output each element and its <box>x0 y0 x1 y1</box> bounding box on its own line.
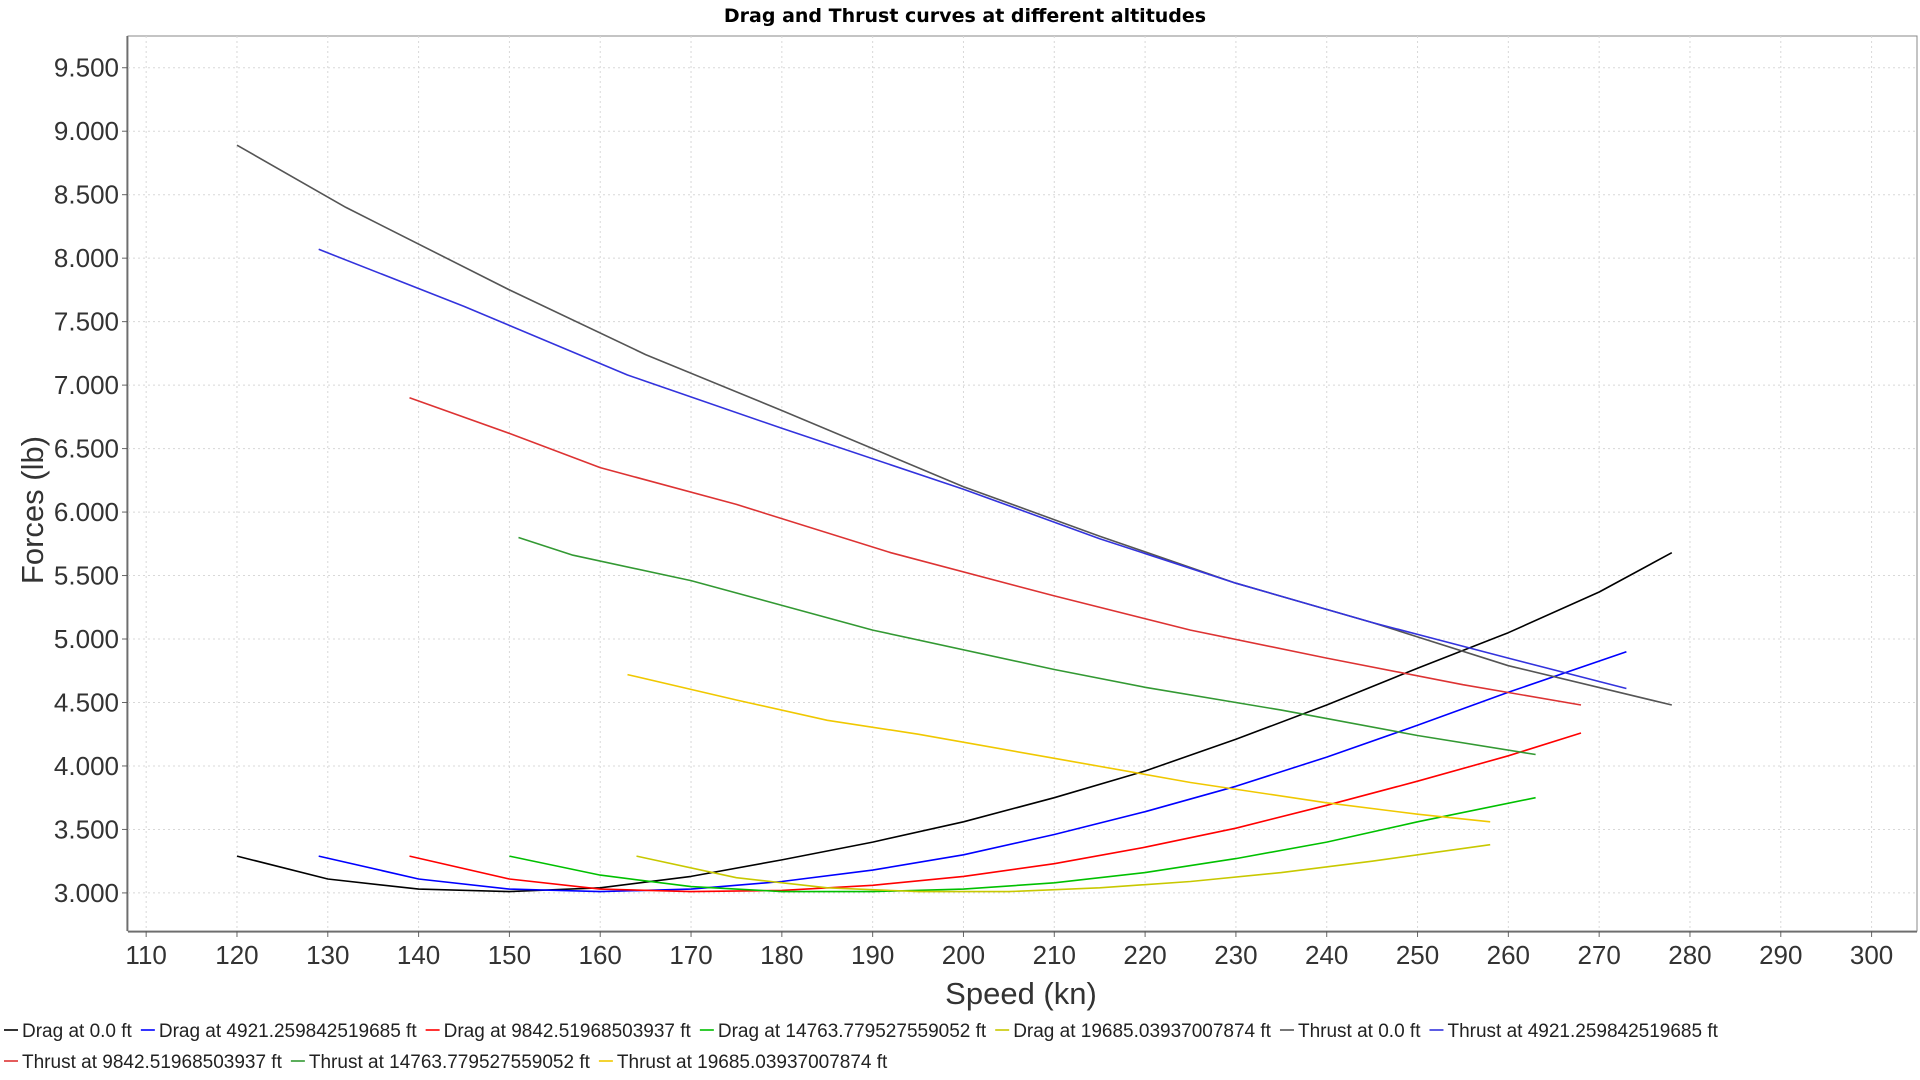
legend-item[interactable]: Thrust at 4921.259842519685 ft <box>1429 1021 1719 1042</box>
series-line-thrust-at-0-0-ft <box>236 144 1672 706</box>
legend-label: Drag at 9842.51968503937 ft <box>444 1021 692 1042</box>
x-tick-label: 160 <box>579 940 622 970</box>
y-tick-label: 3.000 <box>54 878 119 908</box>
y-tick-label: 5.500 <box>54 561 119 591</box>
legend: Drag at 0.0 ft Drag at 4921.259842519685 … <box>4 1021 1719 1073</box>
x-tick-label: 140 <box>397 940 440 970</box>
x-tick-label: 190 <box>851 940 894 970</box>
legend-item[interactable]: Drag at 0.0 ft <box>4 1021 133 1042</box>
x-tick-label: 280 <box>1668 940 1711 970</box>
grid <box>128 36 1917 931</box>
series-line-thrust-at-14763-779527559052-ft <box>518 536 1536 756</box>
legend-item[interactable]: Thrust at 9842.51968503937 ft <box>4 1052 283 1073</box>
x-axis-label: Speed (kn) <box>945 976 1097 1011</box>
series-line-drag-at-0-0-ft <box>236 551 1673 893</box>
series-layer <box>236 144 1673 893</box>
y-tick-label: 4.000 <box>54 751 119 781</box>
x-tick-label: 220 <box>1123 940 1166 970</box>
legend-item[interactable]: Drag at 4921.259842519685 ft <box>140 1021 417 1042</box>
legend-label: Thrust at 9842.51968503937 ft <box>22 1052 283 1073</box>
y-axis-label: Forces (lb) <box>15 436 50 584</box>
x-tick-label: 180 <box>760 940 803 970</box>
x-tick-label: 240 <box>1305 940 1348 970</box>
y-tick-label: 8.500 <box>54 180 119 210</box>
x-tick-label: 270 <box>1577 940 1620 970</box>
y-tick-label: 6.500 <box>54 434 119 464</box>
x-tick-label: 250 <box>1396 940 1439 970</box>
legend-item[interactable]: Thrust at 0.0 ft <box>1279 1021 1421 1042</box>
legend-item[interactable]: Thrust at 19685.03937007874 ft <box>598 1052 888 1073</box>
series-line-drag-at-19685-03937007874-ft <box>636 843 1491 893</box>
y-tick-label: 7.500 <box>54 307 119 337</box>
legend-label: Thrust at 14763.779527559052 ft <box>309 1052 591 1073</box>
series-line-thrust-at-4921-259842519685-ft <box>318 248 1627 690</box>
plot-area <box>127 35 1918 932</box>
series-line-thrust-at-19685-03937007874-ft <box>627 673 1491 823</box>
y-tick-label: 9.500 <box>54 53 119 83</box>
x-tick-label: 290 <box>1759 940 1802 970</box>
x-tick-label: 260 <box>1487 940 1530 970</box>
x-tick-label: 150 <box>488 940 531 970</box>
y-tick-label: 3.500 <box>54 814 119 844</box>
y-tick-label: 7.000 <box>54 370 119 400</box>
x-tick-label: 170 <box>669 940 712 970</box>
x-tick-label: 110 <box>125 940 166 970</box>
series-line-drag-at-4921-259842519685-ft <box>318 650 1627 893</box>
legend-label: Thrust at 0.0 ft <box>1298 1021 1421 1042</box>
x-tick-label: 230 <box>1214 940 1257 970</box>
y-tick-label: 8.000 <box>54 243 119 273</box>
y-axis: 3.000 3.500 4.000 4.500 5.000 5.500 6.000 6.500… <box>54 36 128 931</box>
legend-item[interactable]: Drag at 9842.51968503937 ft <box>425 1021 692 1042</box>
legend-label: Drag at 14763.779527559052 ft <box>718 1021 987 1042</box>
y-tick-label: 6.000 <box>54 497 119 527</box>
legend-item[interactable]: Drag at 14763.779527559052 ft <box>699 1021 987 1042</box>
legend-item[interactable]: Drag at 19685.03937007874 ft <box>995 1021 1272 1042</box>
series-line-drag-at-9842-51968503937-ft <box>409 732 1582 893</box>
x-tick-label: 300 <box>1850 940 1893 970</box>
x-tick-label: 210 <box>1033 940 1076 970</box>
y-tick-label: 5.000 <box>54 624 119 654</box>
y-tick-label: 9.000 <box>54 116 119 146</box>
x-tick-label: 200 <box>942 940 985 970</box>
legend-label: Drag at 4921.259842519685 ft <box>159 1021 417 1042</box>
legend-item[interactable]: Thrust at 14763.779527559052 ft <box>290 1052 591 1073</box>
legend-label: Drag at 19685.03937007874 ft <box>1013 1021 1271 1042</box>
x-tick-label: 120 <box>215 940 258 970</box>
series-line-drag-at-14763-779527559052-ft <box>509 796 1536 893</box>
y-tick-label: 4.500 <box>54 687 119 717</box>
legend-label: Thrust at 19685.03937007874 ft <box>617 1052 888 1073</box>
x-axis: 110 120 130 140 150 160 170 180 190 200 210 220 230 2… <box>125 931 1917 970</box>
chart-title: Drag and Thrust curves at different alti… <box>724 5 1206 27</box>
x-tick-label: 130 <box>306 940 349 970</box>
series-line-thrust-at-9842-51968503937-ft <box>409 397 1582 706</box>
legend-label: Drag at 0.0 ft <box>22 1021 133 1042</box>
legend-label: Thrust at 4921.259842519685 ft <box>1447 1021 1718 1042</box>
